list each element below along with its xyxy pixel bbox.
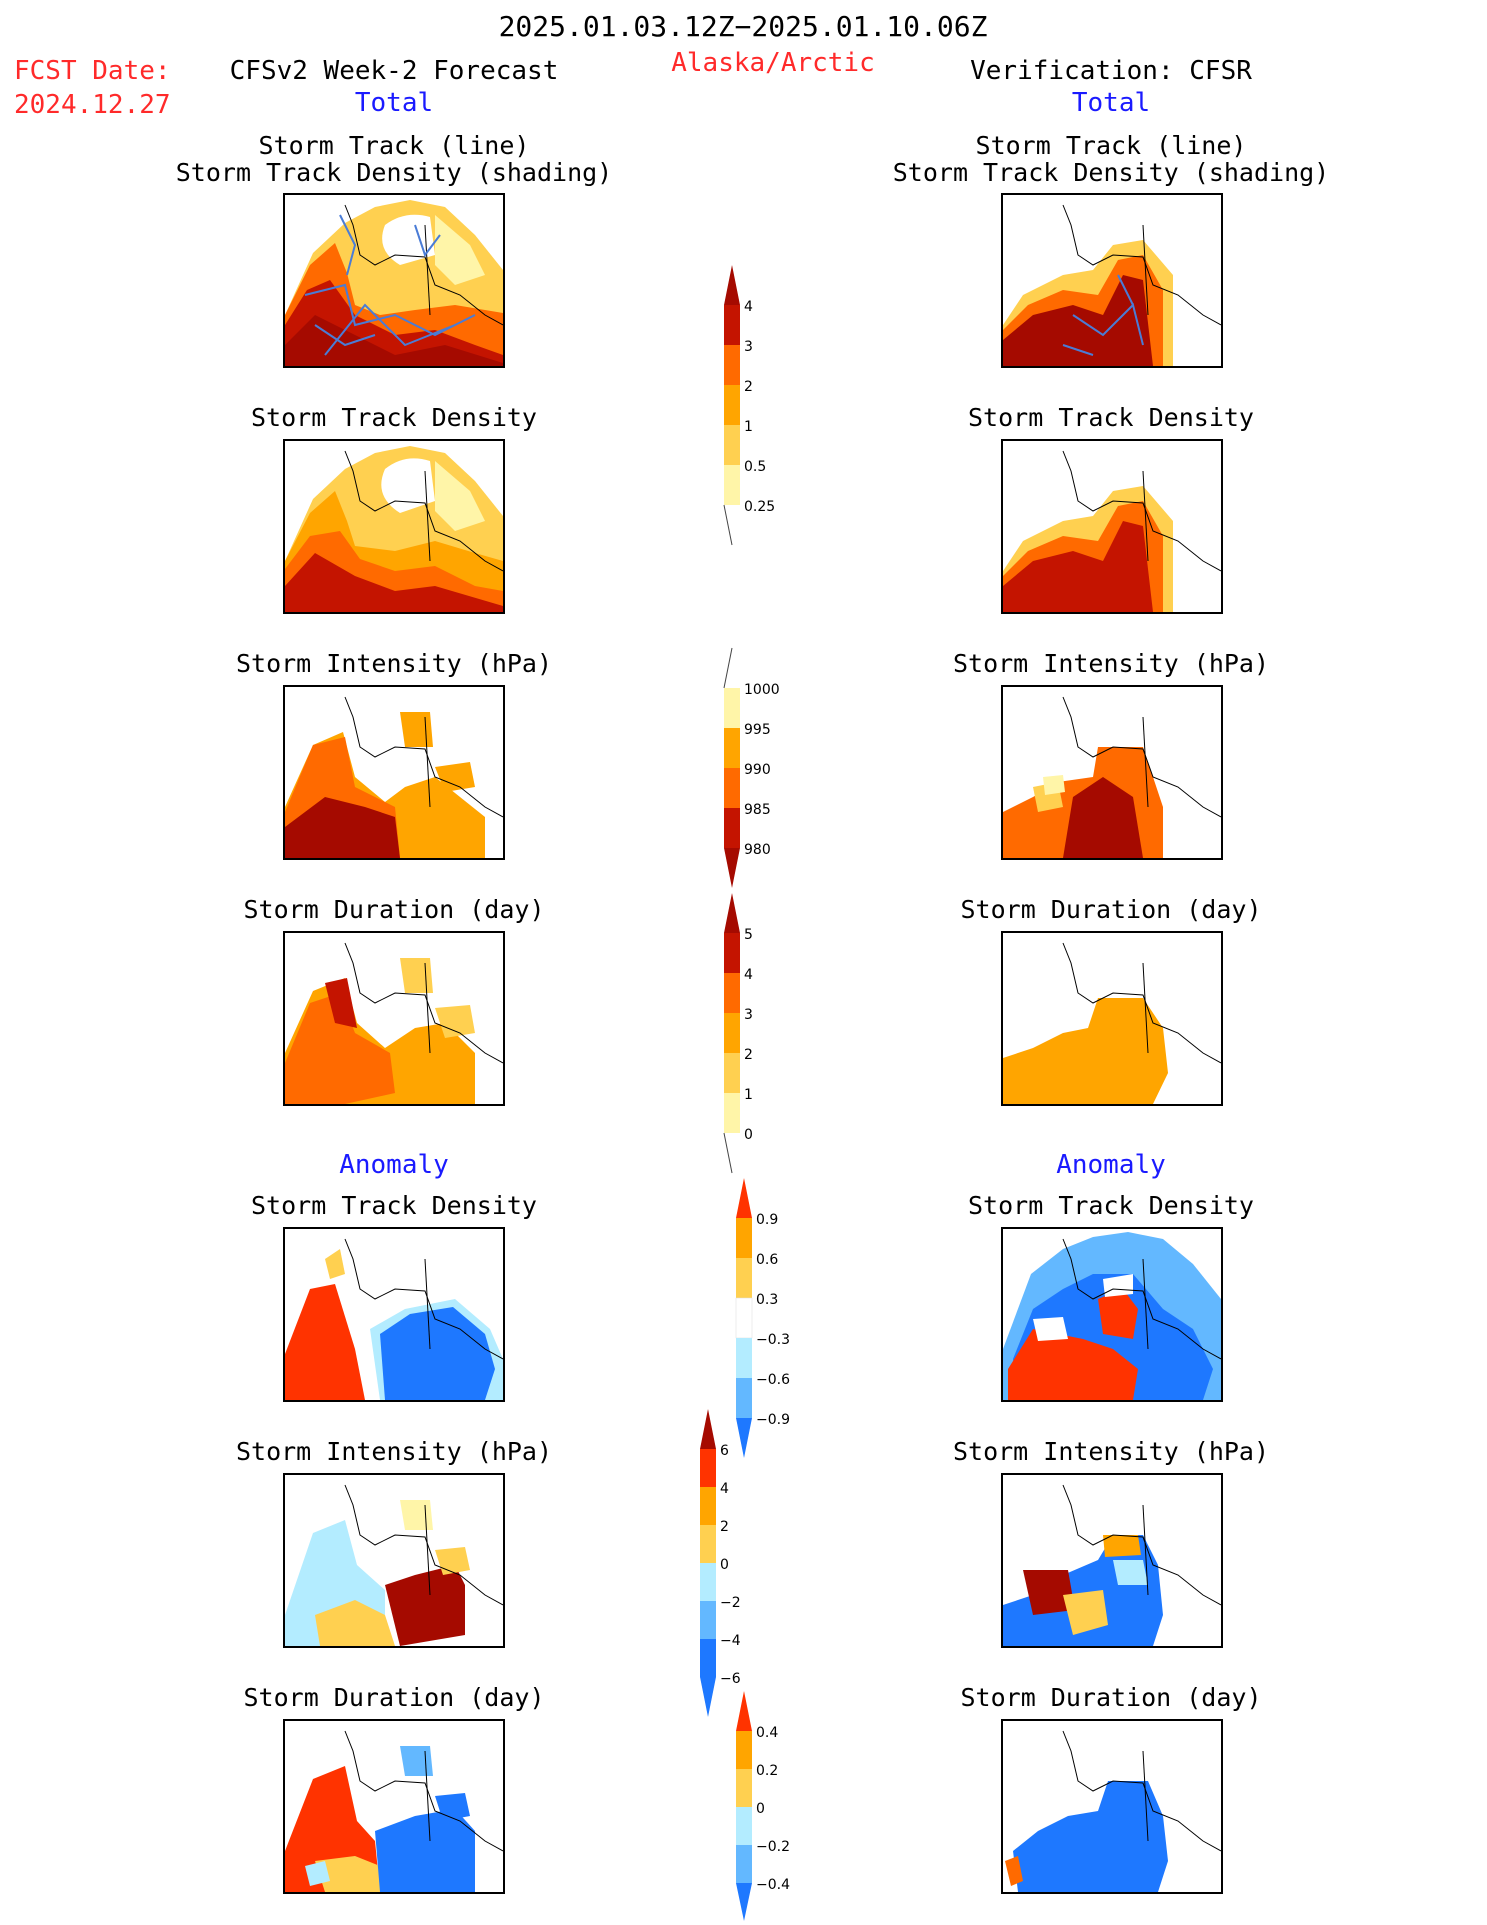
forecast-period: 2025.01.03.12Z−2025.01.10.06Z <box>498 10 988 43</box>
tick-label: 4 <box>744 967 753 983</box>
tick-label: −0.4 <box>756 1877 790 1893</box>
tick-label: 0.6 <box>756 1252 778 1268</box>
panel-title-obs-density: Storm Track Density <box>968 403 1254 432</box>
panel-title-fcst-intensity-anom: Storm Intensity (hPa) <box>235 1437 553 1466</box>
left-column-title: CFSv2 Week-2 Forecast <box>229 56 559 86</box>
left-anomaly-label: Anomaly <box>339 1150 449 1180</box>
map-fcst-density-anom <box>283 1227 505 1402</box>
colorbar-intensity-total: 1000 995 990 985 980 <box>723 647 794 892</box>
right-total-label: Total <box>1071 88 1151 118</box>
tick-label: 4 <box>720 1481 729 1497</box>
map-fcst-intensity-anom <box>283 1473 505 1648</box>
panel-title-fcst-density-anom: Storm Track Density <box>251 1191 537 1220</box>
tick-label: 0 <box>744 1127 753 1143</box>
panel-title-obs-track: Storm Track (line) Storm Track Density (… <box>892 131 1330 187</box>
tick-label: −0.3 <box>756 1332 790 1348</box>
tick-label: 0.25 <box>744 499 775 515</box>
fcst-date-value: 2024.12.27 <box>14 90 171 120</box>
panel-title-obs-duration-anom: Storm Duration (day) <box>960 1683 1262 1712</box>
right-column-title: Verification: CFSR <box>970 56 1252 86</box>
tick-label: 995 <box>744 722 771 738</box>
panel-title-obs-density-anom: Storm Track Density <box>968 1191 1254 1220</box>
region-label: Alaska/Arctic <box>671 48 875 78</box>
fcst-date-label: FCST Date: <box>14 56 171 86</box>
tick-label: 980 <box>744 842 771 858</box>
panel-title-fcst-duration: Storm Duration (day) <box>243 895 545 924</box>
tick-label: 0.2 <box>756 1763 778 1779</box>
tick-label: −4 <box>720 1633 741 1649</box>
map-fcst-track <box>283 193 505 368</box>
tick-label: 5 <box>744 927 753 943</box>
map-obs-intensity <box>1001 685 1223 860</box>
tick-label: 0 <box>756 1801 765 1817</box>
map-obs-intensity-anom <box>1001 1473 1223 1648</box>
tick-label: 990 <box>744 762 771 778</box>
map-fcst-duration <box>283 931 505 1106</box>
tick-label: 1 <box>744 419 753 435</box>
tick-label: 0.3 <box>756 1292 778 1308</box>
panel-title-fcst-duration-anom: Storm Duration (day) <box>243 1683 545 1712</box>
tick-label: 1 <box>744 1087 753 1103</box>
tick-label: −0.6 <box>756 1372 790 1388</box>
tick-label: −0.9 <box>756 1412 790 1428</box>
panel-title-obs-intensity-anom: Storm Intensity (hPa) <box>952 1437 1270 1466</box>
tick-label: −2 <box>720 1595 741 1611</box>
tick-label: 2 <box>744 1047 753 1063</box>
left-total-label: Total <box>354 88 434 118</box>
colorbar-duration-anom: 0.4 0.2 0 −0.2 −0.4 <box>736 1691 806 1925</box>
panel-title-fcst-density: Storm Track Density <box>251 403 537 432</box>
colorbar-duration-total: 5 4 3 2 1 0 <box>723 893 794 1177</box>
panel-title-fcst-intensity: Storm Intensity (hPa) <box>235 649 553 678</box>
colorbar-intensity-anom: 6 4 2 0 −2 −4 −6 <box>700 1409 770 1723</box>
panel-title-obs-intensity: Storm Intensity (hPa) <box>952 649 1270 678</box>
map-fcst-duration-anom <box>283 1719 505 1894</box>
tick-label: 3 <box>744 1007 753 1023</box>
panel-title-obs-duration: Storm Duration (day) <box>960 895 1262 924</box>
panel-title-fcst-track: Storm Track (line) Storm Track Density (… <box>175 131 613 187</box>
tick-label: 4 <box>744 299 753 315</box>
right-anomaly-label: Anomaly <box>1056 1150 1166 1180</box>
colorbar-density-anom: 0.9 0.6 0.3 −0.3 −0.6 −0.9 <box>735 1178 806 1462</box>
map-obs-duration-anom <box>1001 1719 1223 1894</box>
tick-label: −0.2 <box>756 1839 790 1855</box>
map-fcst-density <box>283 439 505 614</box>
tick-label: 0.5 <box>744 459 766 475</box>
tick-label: 6 <box>720 1443 729 1459</box>
colorbar-density-total: 4 3 2 1 0.5 0.25 <box>723 265 794 549</box>
tick-label: 2 <box>720 1519 729 1535</box>
map-obs-duration <box>1001 931 1223 1106</box>
tick-label: 0.4 <box>756 1725 778 1741</box>
map-fcst-intensity <box>283 685 505 860</box>
tick-label: 1000 <box>744 682 780 698</box>
tick-label: 3 <box>744 339 753 355</box>
map-obs-track <box>1001 193 1223 368</box>
tick-label: 0 <box>720 1557 729 1573</box>
tick-label: 985 <box>744 802 771 818</box>
tick-label: −6 <box>720 1671 741 1687</box>
map-obs-density <box>1001 439 1223 614</box>
tick-label: 0.9 <box>756 1212 778 1228</box>
tick-label: 2 <box>744 379 753 395</box>
map-obs-density-anom <box>1001 1227 1223 1402</box>
